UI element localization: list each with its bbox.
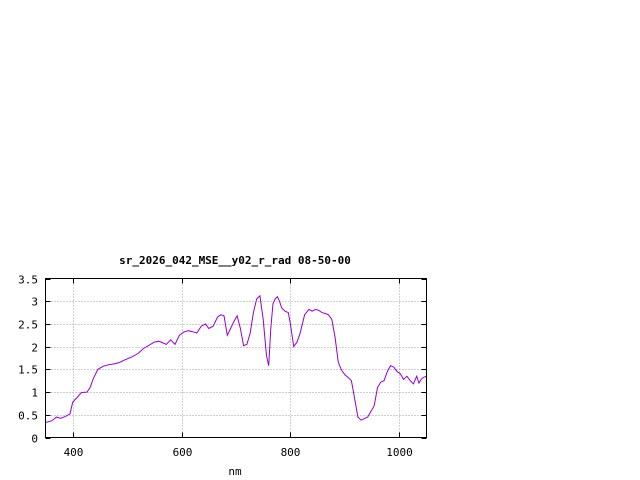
y-tick-labels: 0 0.5 1 1.5 2 2.5 3 3.5: [18, 274, 38, 446]
x-axis-label: nm: [228, 465, 242, 478]
x-tick-labels: 400 600 800 1000: [64, 446, 413, 459]
y-tick-label: 1: [31, 387, 38, 400]
x-tick-label: 400: [64, 446, 84, 459]
x-tick-label: 600: [173, 446, 193, 459]
y-tick-label: 2: [31, 342, 38, 355]
y-tick-label: 2.5: [18, 319, 38, 332]
y-tick-label: 0.5: [18, 410, 38, 423]
x-tick-label: 1000: [386, 446, 413, 459]
x-tick-label: 800: [281, 446, 301, 459]
y-tick-label: 3: [31, 296, 38, 309]
grid-lines: [45, 278, 427, 438]
axis-ticks: [45, 278, 427, 439]
y-tick-label: 0: [31, 433, 38, 446]
y-tick-label: 3.5: [18, 274, 38, 287]
y-tick-label: 1.5: [18, 364, 38, 377]
chart-title: sr_2026_042_MSE__y02_r_rad 08-50-00: [119, 254, 351, 267]
series-line: [45, 294, 427, 423]
plot-border: [45, 278, 427, 438]
